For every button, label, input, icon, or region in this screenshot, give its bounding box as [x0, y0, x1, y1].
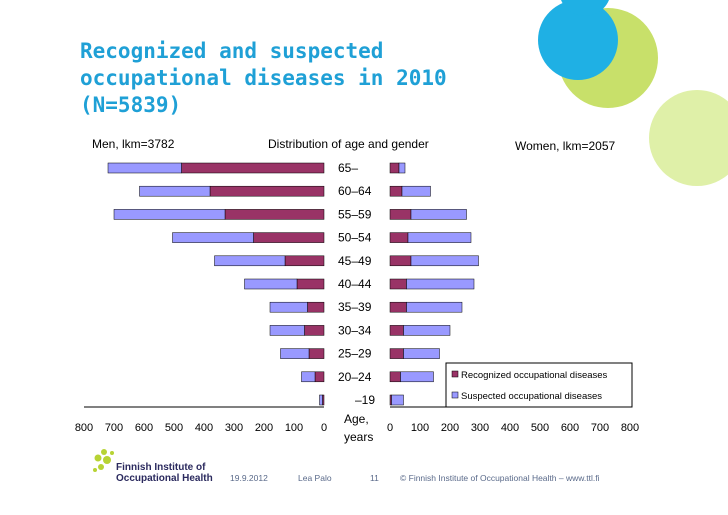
bar-men-suspected [172, 232, 254, 243]
tick-label-women: 700 [591, 422, 609, 434]
age-axis-label-line1: Age, [344, 412, 369, 426]
footer-page-number: 11 [370, 473, 379, 483]
bars-group [107, 162, 479, 406]
bar-men-suspected [301, 371, 316, 383]
tick-label-men: 300 [225, 422, 243, 434]
tick-label-men: 0 [321, 422, 327, 434]
lime-circle [649, 90, 728, 186]
category-labels: 65– 60–64 55–59 50–54 45–49 40–44 35–39 30–34 25… [338, 161, 375, 407]
legend: Recognized occupational diseases Suspect… [445, 362, 633, 408]
bar-men-recognized [296, 278, 325, 290]
bar-women-suspected [410, 255, 479, 267]
chart-title: Distribution of age and gender [268, 137, 429, 151]
bar-women-suspected [391, 394, 404, 406]
tick-label-men: 700 [105, 422, 123, 434]
category-label: 40–44 [338, 277, 372, 291]
blue-circle-small [561, 0, 609, 16]
women-label: Women, lkm=2057 [515, 139, 615, 153]
bar-men-suspected [214, 255, 286, 267]
legend-box [445, 362, 633, 408]
category-label: 45–49 [338, 254, 372, 268]
tick-label-men: 400 [195, 422, 213, 434]
bar-women-recognized [389, 301, 407, 313]
logo-line-1: Finnish Institute of [116, 462, 206, 473]
bar-men-recognized [308, 348, 325, 359]
tick-label-women: 400 [501, 422, 519, 434]
blue-circle [538, 0, 618, 80]
bar-men-recognized [284, 255, 325, 267]
bar-men-suspected [280, 348, 310, 359]
bar-men-recognized [307, 301, 325, 313]
bar-men-suspected [244, 278, 298, 290]
bar-women-recognized [389, 209, 412, 220]
bar-women-recognized [389, 325, 404, 336]
tick-label-men: 200 [255, 422, 273, 434]
tick-label-women: 0 [387, 422, 393, 434]
category-label: 55–59 [338, 207, 372, 221]
bar-men-suspected [139, 185, 211, 197]
bar-women-suspected [403, 348, 440, 359]
bar-men-suspected [319, 394, 323, 406]
legend-swatch-recognized [451, 370, 459, 378]
bar-women-suspected [407, 232, 472, 243]
tick-label-women: 800 [621, 422, 639, 434]
category-label: 60–64 [338, 184, 372, 198]
legend-label-suspected: Suspected occupational diseases [461, 391, 602, 402]
logo-text: Finnish Institute of Occupational Health [116, 462, 213, 484]
bar-men-suspected [113, 209, 226, 220]
bar-men-recognized [181, 162, 325, 174]
age-axis-label-line2: years [344, 430, 373, 444]
bar-women-recognized [389, 255, 412, 267]
bar-women-suspected [406, 301, 463, 313]
bar-men-recognized [224, 209, 325, 220]
tick-label-women: 300 [471, 422, 489, 434]
bar-women-suspected [410, 209, 467, 220]
slide-title: Recognized and suspected occupational di… [80, 39, 447, 117]
bar-women-suspected [398, 162, 406, 174]
category-label: –19 [355, 393, 375, 407]
bar-women-suspected [401, 185, 431, 197]
bar-women-recognized [389, 185, 403, 197]
x-ticks: 0 0 100 100 200 200 300 300 400 400 500 500 600 600 70… [75, 422, 639, 434]
tick-label-women: 200 [441, 422, 459, 434]
men-label: Men, lkm=3782 [92, 137, 175, 151]
tick-label-men: 500 [165, 422, 183, 434]
bar-women-suspected [400, 371, 434, 383]
category-label: 35–39 [338, 300, 372, 314]
bar-women-suspected [403, 325, 451, 336]
footer-author: Lea Palo [298, 473, 332, 483]
bar-men-recognized [209, 185, 325, 197]
tick-label-men: 600 [135, 422, 153, 434]
category-label: 25–29 [338, 347, 372, 361]
category-label: 65– [338, 161, 358, 175]
tick-label-women: 500 [531, 422, 549, 434]
legend-swatch-suspected [451, 391, 459, 399]
category-label: 30–34 [338, 323, 372, 337]
category-label: 20–24 [338, 370, 372, 384]
bar-women-recognized [389, 348, 404, 359]
bar-men-recognized [314, 371, 325, 383]
bar-women-recognized [389, 278, 407, 290]
bar-men-suspected [269, 301, 308, 313]
tick-label-women: 600 [561, 422, 579, 434]
footer-copyright: © Finnish Institute of Occupational Heal… [400, 473, 600, 483]
footer-date: 19.9.2012 [230, 473, 268, 483]
tick-label-men: 100 [285, 422, 303, 434]
logo-line-2: Occupational Health [116, 473, 213, 484]
bar-men-recognized [304, 325, 325, 336]
tick-label-men: 800 [75, 422, 93, 434]
bar-women-suspected [406, 278, 475, 290]
category-label: 50–54 [338, 231, 372, 245]
bar-men-suspected [107, 162, 182, 174]
legend-label-recognized: Recognized occupational diseases [461, 370, 608, 381]
fioh-logo-icon [93, 449, 114, 472]
bar-women-recognized [389, 162, 400, 174]
bar-men-suspected [269, 325, 305, 336]
bar-women-recognized [389, 232, 409, 243]
tick-label-women: 100 [411, 422, 429, 434]
bar-women-recognized [389, 371, 401, 383]
bar-men-recognized [253, 232, 325, 243]
